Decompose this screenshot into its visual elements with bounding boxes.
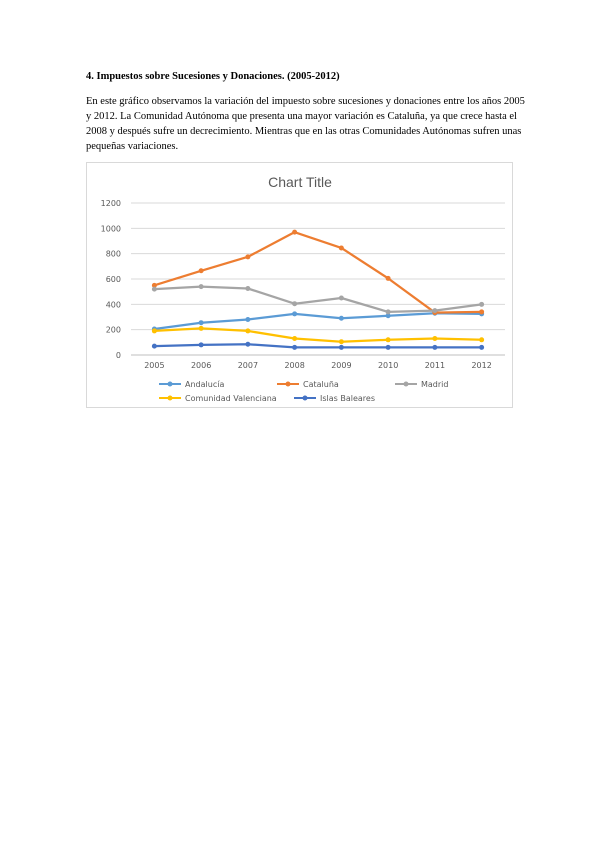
data-point xyxy=(292,301,298,307)
series-lines xyxy=(151,229,485,350)
y-tick-label: 200 xyxy=(106,326,121,335)
legend-label: Madrid xyxy=(421,380,448,389)
x-tick-label: 2005 xyxy=(144,361,164,370)
data-point xyxy=(338,245,344,251)
data-point xyxy=(292,336,298,342)
series-cataluña xyxy=(151,229,485,316)
x-tick-label: 2006 xyxy=(191,361,211,370)
legend-label: Cataluña xyxy=(303,380,339,389)
data-point xyxy=(479,309,485,315)
data-point xyxy=(292,311,298,317)
data-point xyxy=(245,317,251,323)
legend-swatch-marker xyxy=(285,381,291,387)
data-point xyxy=(245,328,251,334)
series-line xyxy=(154,312,482,331)
legend-swatch-marker xyxy=(167,395,173,401)
data-point xyxy=(198,284,204,290)
series-line xyxy=(154,343,482,349)
data-point xyxy=(385,275,391,281)
data-point xyxy=(432,336,438,342)
chart-title: Chart Title xyxy=(268,174,332,190)
series-line xyxy=(154,285,482,314)
line-chart: Chart Title 0 200 400 600 800 1000 1200 2005 20… xyxy=(86,162,513,408)
series-comunidad-valenciana xyxy=(151,325,485,345)
body-paragraph: En este gráfico observamos la variación … xyxy=(86,96,525,152)
data-point xyxy=(385,344,391,350)
data-point xyxy=(245,254,251,260)
legend-swatch-marker xyxy=(403,381,409,387)
data-point xyxy=(479,301,485,307)
y-tick-label: 1200 xyxy=(101,199,121,208)
y-tick-label: 0 xyxy=(116,351,121,360)
legend: Andalucía Cataluña Madrid Comunidad Valenci… xyxy=(159,380,448,403)
x-tick-label: 2012 xyxy=(471,361,491,370)
data-point xyxy=(338,315,344,321)
series-madrid xyxy=(151,284,485,315)
x-tick-label: 2010 xyxy=(378,361,398,370)
data-point xyxy=(198,342,204,348)
data-point xyxy=(479,344,485,350)
data-point xyxy=(385,309,391,315)
y-tick-label: 600 xyxy=(106,275,121,284)
legend-label: Islas Baleares xyxy=(320,394,375,403)
data-point xyxy=(385,337,391,343)
legend-label: Andalucía xyxy=(185,380,224,389)
y-tick-label: 1000 xyxy=(101,224,121,233)
data-point xyxy=(338,339,344,345)
data-point xyxy=(245,341,251,347)
data-point xyxy=(479,337,485,343)
x-tick-label: 2009 xyxy=(331,361,351,370)
data-point xyxy=(338,344,344,350)
legend-item: Comunidad Valenciana xyxy=(159,394,277,403)
legend-item: Cataluña xyxy=(277,380,339,389)
series-andalucía xyxy=(151,310,485,332)
x-axis-ticks: 2005 2006 2007 2008 2009 2010 2011 2012 xyxy=(144,361,492,370)
y-tick-label: 400 xyxy=(106,300,121,309)
section-heading: 4. Impuestos sobre Sucesiones y Donacion… xyxy=(86,71,340,82)
data-point xyxy=(198,325,204,331)
data-point xyxy=(432,308,438,314)
data-point xyxy=(385,313,391,319)
data-point xyxy=(338,295,344,301)
data-point xyxy=(198,320,204,326)
data-point xyxy=(432,344,438,350)
legend-label: Comunidad Valenciana xyxy=(185,394,277,403)
data-point xyxy=(151,343,157,349)
data-point xyxy=(151,282,157,288)
data-point xyxy=(292,344,298,350)
x-tick-label: 2011 xyxy=(425,361,445,370)
data-point xyxy=(151,328,157,334)
y-tick-label: 800 xyxy=(106,250,121,259)
series-line xyxy=(154,231,482,314)
series-islas-baleares xyxy=(151,341,485,350)
gridlines xyxy=(131,202,505,356)
data-point xyxy=(245,286,251,291)
legend-item: Madrid xyxy=(395,380,448,389)
legend-item: Andalucía xyxy=(159,380,224,389)
series-line xyxy=(154,327,482,343)
data-point xyxy=(292,229,298,235)
data-point xyxy=(198,268,204,274)
legend-swatch-marker xyxy=(167,381,173,387)
y-axis-ticks: 0 200 400 600 800 1000 1200 xyxy=(101,199,121,360)
x-tick-label: 2007 xyxy=(238,361,258,370)
legend-item: Islas Baleares xyxy=(294,394,375,403)
x-tick-label: 2008 xyxy=(284,361,304,370)
data-point xyxy=(151,286,157,292)
legend-swatch-marker xyxy=(302,395,308,401)
